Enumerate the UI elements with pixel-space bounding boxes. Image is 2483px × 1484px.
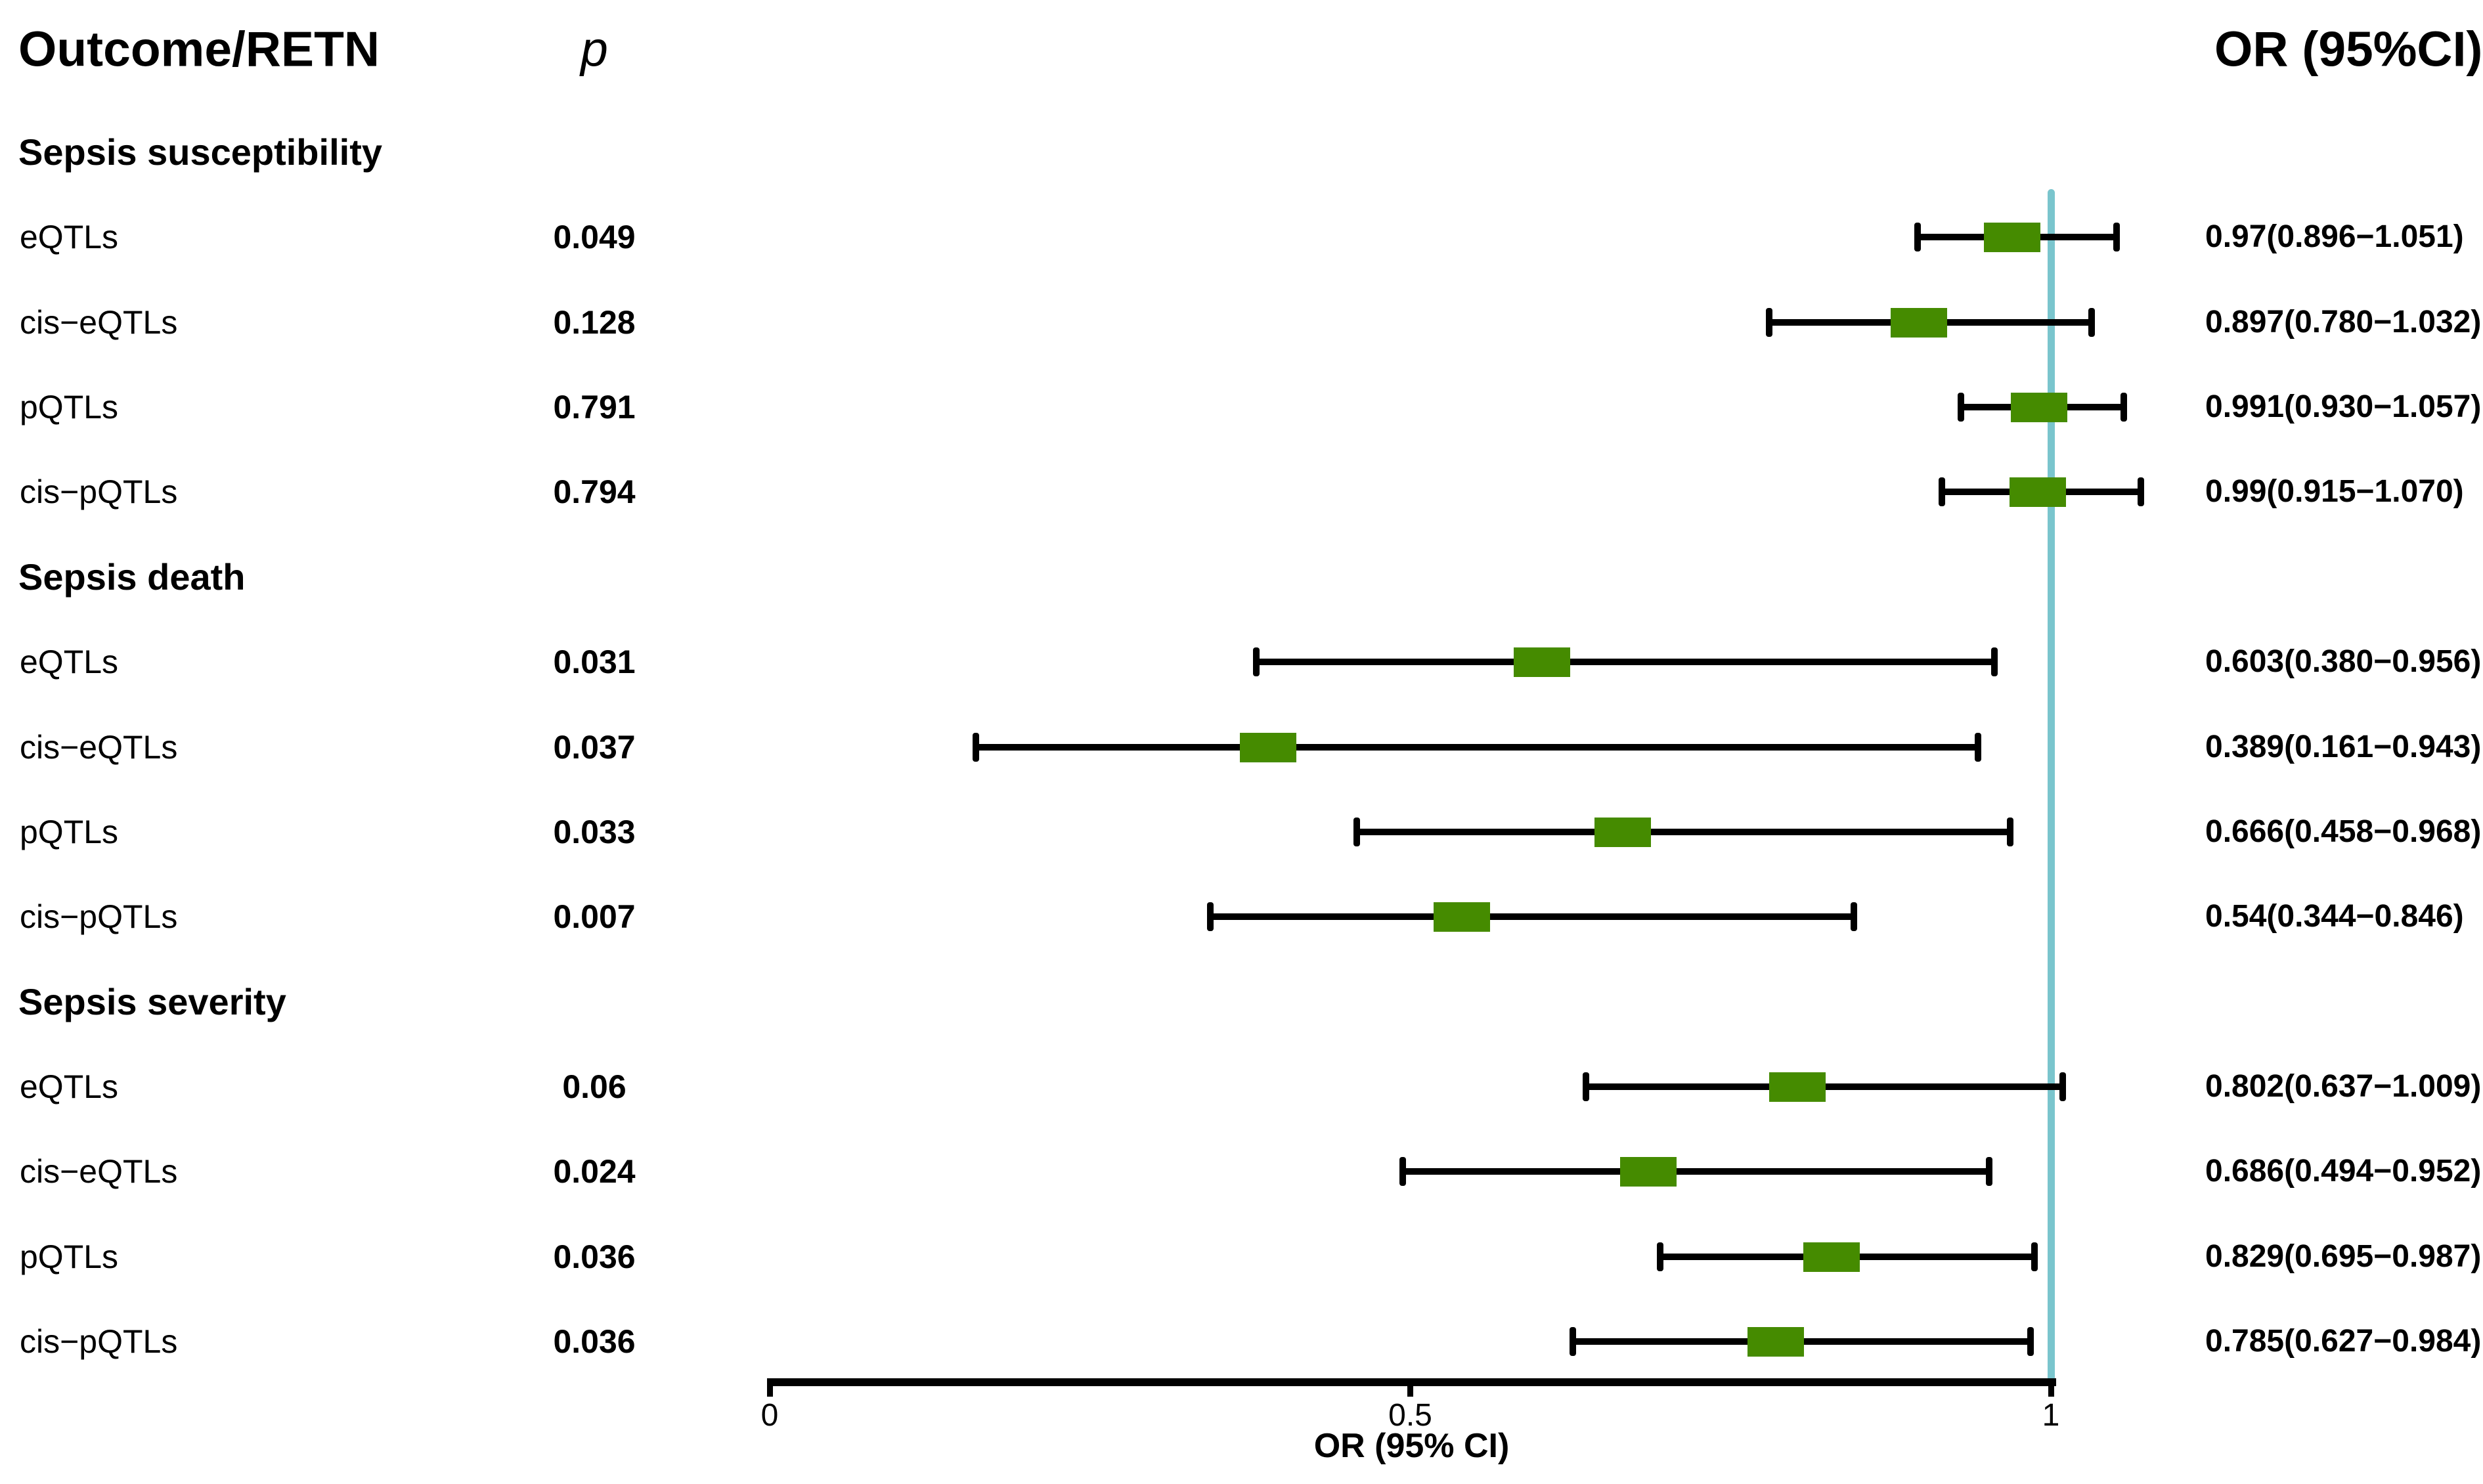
x-axis-tick [766,1386,773,1397]
or-ci-text: 0.54(0.344−0.846) [2205,899,2464,934]
ci-cap-low [1765,308,1772,337]
p-value: 0.06 [562,1068,626,1105]
outcome-column-header: Outcome/RETN [18,21,380,77]
or-ci-text: 0.802(0.637−1.009) [2205,1069,2482,1104]
or-ci-text: 0.991(0.930−1.057) [2205,389,2482,424]
or-marker [1803,1242,1860,1272]
or-marker [1891,307,1948,338]
or-marker [1620,1156,1677,1187]
or-marker [1594,817,1652,847]
p-value: 0.036 [553,1323,636,1360]
x-axis-tick [1407,1386,1413,1397]
row-label: eQTLs [20,644,119,680]
ci-cap-low [1582,1072,1589,1101]
row-label: cis−eQTLs [20,1153,178,1190]
x-axis-tick-label: 0.5 [1388,1398,1432,1433]
p-value: 0.794 [553,473,636,510]
p-value: 0.128 [553,304,636,341]
or-ci-text: 0.666(0.458−0.968) [2205,814,2482,849]
ci-cap-high [1974,733,1981,762]
p-value: 0.007 [553,898,636,935]
ci-cap-low [1399,1157,1406,1186]
ci-cap-low [1207,902,1214,931]
row-label: cis−eQTLs [20,729,178,766]
or-ci-text: 0.897(0.780−1.032) [2205,305,2482,339]
row-label: pQTLs [20,814,119,850]
group-label: Sepsis susceptibility [18,131,382,173]
ci-bar [1356,829,2010,835]
ci-cap-low [1253,647,1260,676]
group-label: Sepsis severity [18,981,286,1022]
or-ci-text: 0.603(0.380−0.956) [2205,644,2482,679]
ci-cap-high [2031,1242,2038,1271]
x-axis-tick-label: 1 [2042,1398,2060,1433]
ci-cap-low [1914,223,1922,251]
x-axis-line [767,1378,2056,1386]
row-label: pQTLs [20,389,119,426]
ci-cap-low [1353,818,1360,846]
or-marker [1769,1072,1826,1102]
ci-bar [976,744,1978,751]
row-label: eQTLs [20,1068,119,1105]
x-axis-title: OR (95% CI) [1313,1427,1510,1465]
or-ci-text: 0.785(0.627−0.984) [2205,1324,2482,1359]
ci-bar [1256,659,1995,665]
ci-cap-low [973,733,980,762]
group-label: Sepsis death [18,556,246,598]
ci-bar [1210,913,1854,920]
or-marker [2010,477,2067,507]
or-marker [1514,647,1571,677]
p-value: 0.049 [553,219,636,255]
row-label: eQTLs [20,219,119,255]
ci-cap-high [2120,393,2128,422]
ci-cap-high [2006,818,2013,846]
or-marker [1239,732,1296,762]
ci-cap-low [1656,1242,1663,1271]
ci-cap-high [1991,647,1998,676]
p-value: 0.033 [553,814,636,850]
row-label: cis−pQTLs [20,473,178,510]
ci-bar [1402,1168,1990,1175]
reference-line-or1 [2047,189,2055,1380]
or-ci-text: 0.99(0.915−1.070) [2205,474,2464,509]
or-marker [1433,902,1490,932]
or-marker [1747,1326,1804,1357]
ci-cap-high [2059,1072,2066,1101]
ci-cap-low [1570,1327,1577,1356]
p-value: 0.036 [553,1238,636,1275]
ci-cap-low [1958,393,1965,422]
or-marker [1984,222,2041,252]
or-column-header: OR (95%CI) [2214,21,2483,77]
row-label: pQTLs [20,1238,119,1275]
ci-cap-high [2088,308,2096,337]
or-ci-text: 0.97(0.896−1.051) [2205,219,2464,254]
row-label: cis−pQTLs [20,1323,178,1360]
ci-cap-high [2027,1327,2034,1356]
ci-cap-low [1939,477,1946,506]
p-value: 0.791 [553,389,636,426]
or-marker [2011,392,2068,422]
ci-cap-high [1986,1157,1993,1186]
row-label: cis−pQTLs [20,898,178,935]
p-value: 0.037 [553,729,636,766]
or-ci-text: 0.389(0.161−0.943) [2205,730,2482,764]
or-ci-text: 0.829(0.695−0.987) [2205,1239,2482,1274]
p-value: 0.031 [553,644,636,680]
or-ci-text: 0.686(0.494−0.952) [2205,1154,2482,1189]
ci-cap-high [2137,477,2144,506]
ci-cap-high [2113,223,2120,251]
p-value: 0.024 [553,1153,636,1190]
row-label: cis−eQTLs [20,304,178,341]
x-axis-tick-label: 0 [760,1398,779,1433]
p-column-header: p [581,21,608,77]
x-axis-tick [2048,1386,2054,1397]
ci-cap-high [1850,902,1857,931]
